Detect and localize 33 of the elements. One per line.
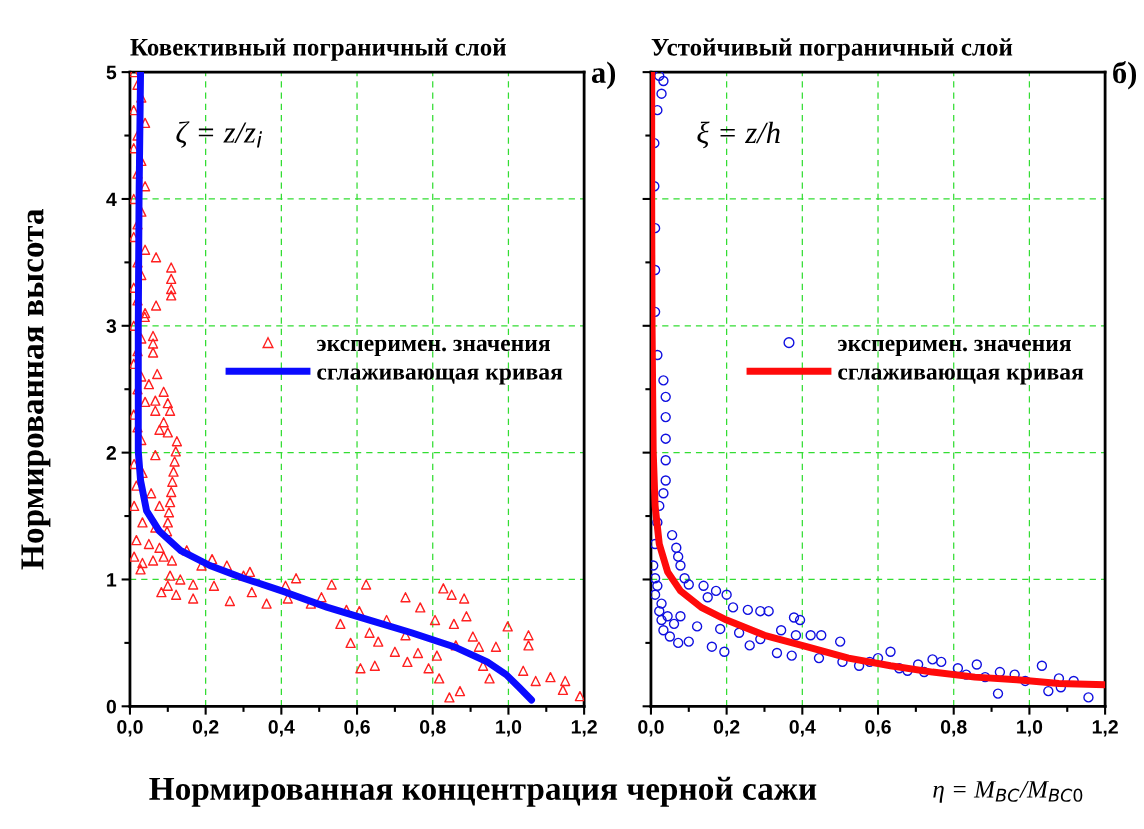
x-tick-label: 1,2	[1092, 720, 1118, 737]
y-tick-label: 5	[106, 65, 117, 80]
legend-label: эксперимен. значения	[837, 339, 1071, 356]
legend-label: сглаживающая кривая	[317, 368, 563, 385]
x-tick-label: 0,6	[344, 720, 370, 737]
x-axis-title: Нормированная концентрация черной сажи	[149, 776, 817, 807]
x-tick-label: 1,2	[571, 720, 597, 737]
chart-title: Устойчивый пограничный слой	[651, 38, 1013, 61]
x-tick-label: 0,6	[865, 720, 891, 737]
x-tick-label: 0,0	[638, 720, 664, 737]
x-tick-label: 0,2	[713, 720, 740, 737]
annotation: ζ = z/z$_{i}$	[176, 121, 263, 148]
legend-label: эксперимен. значения	[317, 339, 551, 356]
y-tick-label: 0	[106, 699, 116, 714]
y-tick-label: 2	[106, 446, 116, 460]
text: η = M$_{BC}$/M$_{BC0}$	[933, 781, 1083, 803]
x-tick-label: 1,0	[496, 720, 522, 737]
y-axis-title: Нормированная высота	[21, 208, 51, 570]
y-tick-label: 3	[106, 319, 117, 334]
x-tick-label: 0,8	[419, 720, 446, 737]
x-tick-label: 0,8	[940, 720, 967, 737]
chart-title: Ковективный пограничный слой	[130, 38, 506, 61]
text: а)	[591, 61, 616, 90]
y-tick-label: 4	[106, 192, 117, 207]
x-tick-label: 0,4	[268, 720, 295, 737]
y-tick-label: 1	[107, 573, 117, 587]
annotation: ξ = z/h	[697, 121, 780, 149]
x-tick-label: 1,0	[1017, 720, 1043, 737]
x-tick-label: 0,0	[117, 720, 143, 737]
text: б)	[1113, 61, 1137, 90]
x-tick-label: 0,2	[192, 720, 219, 737]
legend-label: сглаживающая кривая	[838, 368, 1084, 385]
x-tick-label: 0,4	[789, 720, 816, 737]
